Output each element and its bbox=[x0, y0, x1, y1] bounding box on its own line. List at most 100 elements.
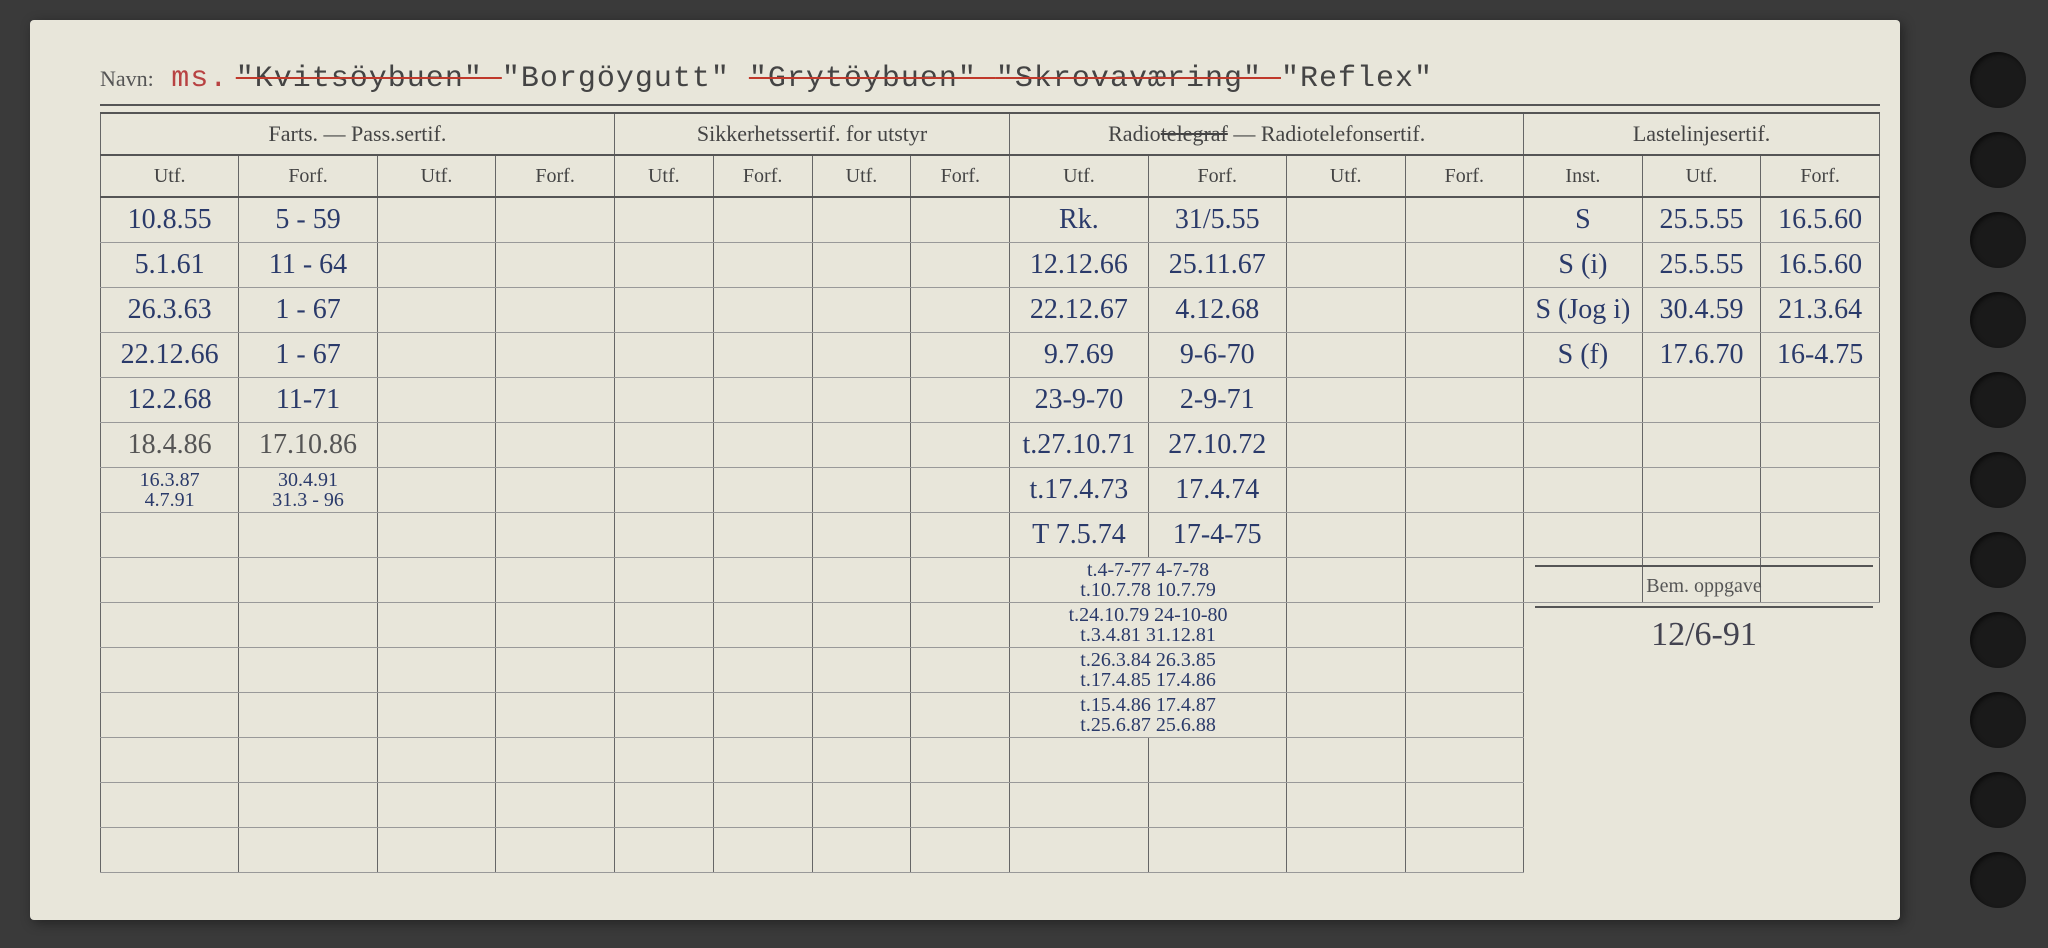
cell bbox=[1524, 468, 1643, 513]
cell bbox=[377, 648, 496, 693]
cell bbox=[614, 828, 713, 873]
cell bbox=[713, 828, 812, 873]
cell: t.27.10.71 bbox=[1010, 423, 1148, 468]
cell bbox=[496, 333, 615, 378]
cell bbox=[1405, 243, 1524, 288]
cell bbox=[911, 828, 1010, 873]
cell bbox=[1286, 738, 1405, 783]
cell: 1 - 67 bbox=[239, 288, 377, 333]
cell bbox=[101, 738, 239, 783]
certificate-table: Farts. — Pass.sertif.Sikkerhetssertif. f… bbox=[100, 112, 1880, 873]
cell bbox=[239, 513, 377, 558]
cell bbox=[1286, 378, 1405, 423]
navn-label: Navn: bbox=[100, 66, 154, 91]
hole bbox=[1970, 212, 2026, 268]
cell bbox=[1405, 558, 1524, 603]
cell bbox=[1286, 468, 1405, 513]
bem-value: 12/6-91 bbox=[1535, 608, 1873, 654]
cell bbox=[812, 423, 911, 468]
cell: 18.4.86 bbox=[101, 423, 239, 468]
cell bbox=[1286, 693, 1405, 738]
cell bbox=[377, 783, 496, 828]
col-group: Farts. — Pass.sertif. bbox=[101, 113, 615, 155]
cell bbox=[496, 243, 615, 288]
cell: 27.10.72 bbox=[1148, 423, 1286, 468]
table-row: t.26.3.84 26.3.85t.17.4.85 17.4.86 bbox=[101, 648, 1880, 693]
cell bbox=[239, 693, 377, 738]
cell bbox=[1286, 558, 1405, 603]
cell bbox=[1524, 828, 1880, 873]
cell: 30.4.59 bbox=[1642, 288, 1761, 333]
cell bbox=[239, 558, 377, 603]
cell bbox=[713, 648, 812, 693]
hole bbox=[1970, 692, 2026, 748]
cell bbox=[614, 468, 713, 513]
cell bbox=[911, 468, 1010, 513]
cell bbox=[713, 333, 812, 378]
cell bbox=[1642, 468, 1761, 513]
cell bbox=[812, 468, 911, 513]
hole bbox=[1970, 452, 2026, 508]
cell bbox=[1405, 333, 1524, 378]
cell bbox=[713, 558, 812, 603]
cell bbox=[812, 243, 911, 288]
cell: 21.3.64 bbox=[1761, 288, 1880, 333]
cell: Rk. bbox=[1010, 197, 1148, 243]
cell: t.4-7-77 4-7-78t.10.7.78 10.7.79 bbox=[1010, 558, 1287, 603]
cell bbox=[1761, 423, 1880, 468]
ship-name: "Skrovaværing" bbox=[996, 62, 1281, 96]
cell bbox=[1148, 738, 1286, 783]
cell bbox=[911, 378, 1010, 423]
col-sub: Utf. bbox=[614, 155, 713, 197]
cell bbox=[101, 513, 239, 558]
cell: 22.12.67 bbox=[1010, 288, 1148, 333]
cell bbox=[1286, 243, 1405, 288]
header-group-row: Farts. — Pass.sertif.Sikkerhetssertif. f… bbox=[101, 113, 1880, 155]
cell bbox=[1524, 738, 1880, 783]
cell bbox=[713, 783, 812, 828]
table-row: 16.3.874.7.9130.4.9131.3 - 96t.17.4.7317… bbox=[101, 468, 1880, 513]
table-row: t.15.4.86 17.4.87t.25.6.87 25.6.88 bbox=[101, 693, 1880, 738]
cell: 5.1.61 bbox=[101, 243, 239, 288]
cell bbox=[377, 828, 496, 873]
cell bbox=[911, 783, 1010, 828]
cell bbox=[101, 783, 239, 828]
table-row: 5.1.6111 - 6412.12.6625.11.67S (i)25.5.5… bbox=[101, 243, 1880, 288]
cell bbox=[1286, 648, 1405, 693]
cell: 4.12.68 bbox=[1148, 288, 1286, 333]
col-sub: Forf. bbox=[1405, 155, 1524, 197]
cell bbox=[713, 603, 812, 648]
cell: 5 - 59 bbox=[239, 197, 377, 243]
cell bbox=[496, 738, 615, 783]
cell: 10.8.55 bbox=[101, 197, 239, 243]
cell bbox=[496, 378, 615, 423]
cell bbox=[812, 558, 911, 603]
cell bbox=[614, 783, 713, 828]
cell bbox=[614, 648, 713, 693]
cell bbox=[1761, 468, 1880, 513]
table-row: 26.3.631 - 6722.12.674.12.68S (Jog i)30.… bbox=[101, 288, 1880, 333]
cell bbox=[713, 513, 812, 558]
cell bbox=[1286, 828, 1405, 873]
cell bbox=[377, 693, 496, 738]
cell bbox=[1405, 828, 1524, 873]
table-row bbox=[101, 738, 1880, 783]
cell bbox=[713, 738, 812, 783]
hole bbox=[1970, 132, 2026, 188]
cell bbox=[1524, 693, 1880, 738]
table-row: T 7.5.7417-4-75 bbox=[101, 513, 1880, 558]
cell bbox=[614, 288, 713, 333]
cell bbox=[1286, 333, 1405, 378]
cell bbox=[911, 197, 1010, 243]
table-row: 10.8.555 - 59Rk.31/5.55S25.5.5516.5.60 bbox=[101, 197, 1880, 243]
cell bbox=[1405, 648, 1524, 693]
cell bbox=[1286, 288, 1405, 333]
cell bbox=[1148, 828, 1286, 873]
hole bbox=[1970, 772, 2026, 828]
cell bbox=[614, 693, 713, 738]
cell bbox=[496, 423, 615, 468]
cell bbox=[496, 648, 615, 693]
cell bbox=[377, 288, 496, 333]
cell bbox=[1642, 423, 1761, 468]
cell bbox=[101, 558, 239, 603]
